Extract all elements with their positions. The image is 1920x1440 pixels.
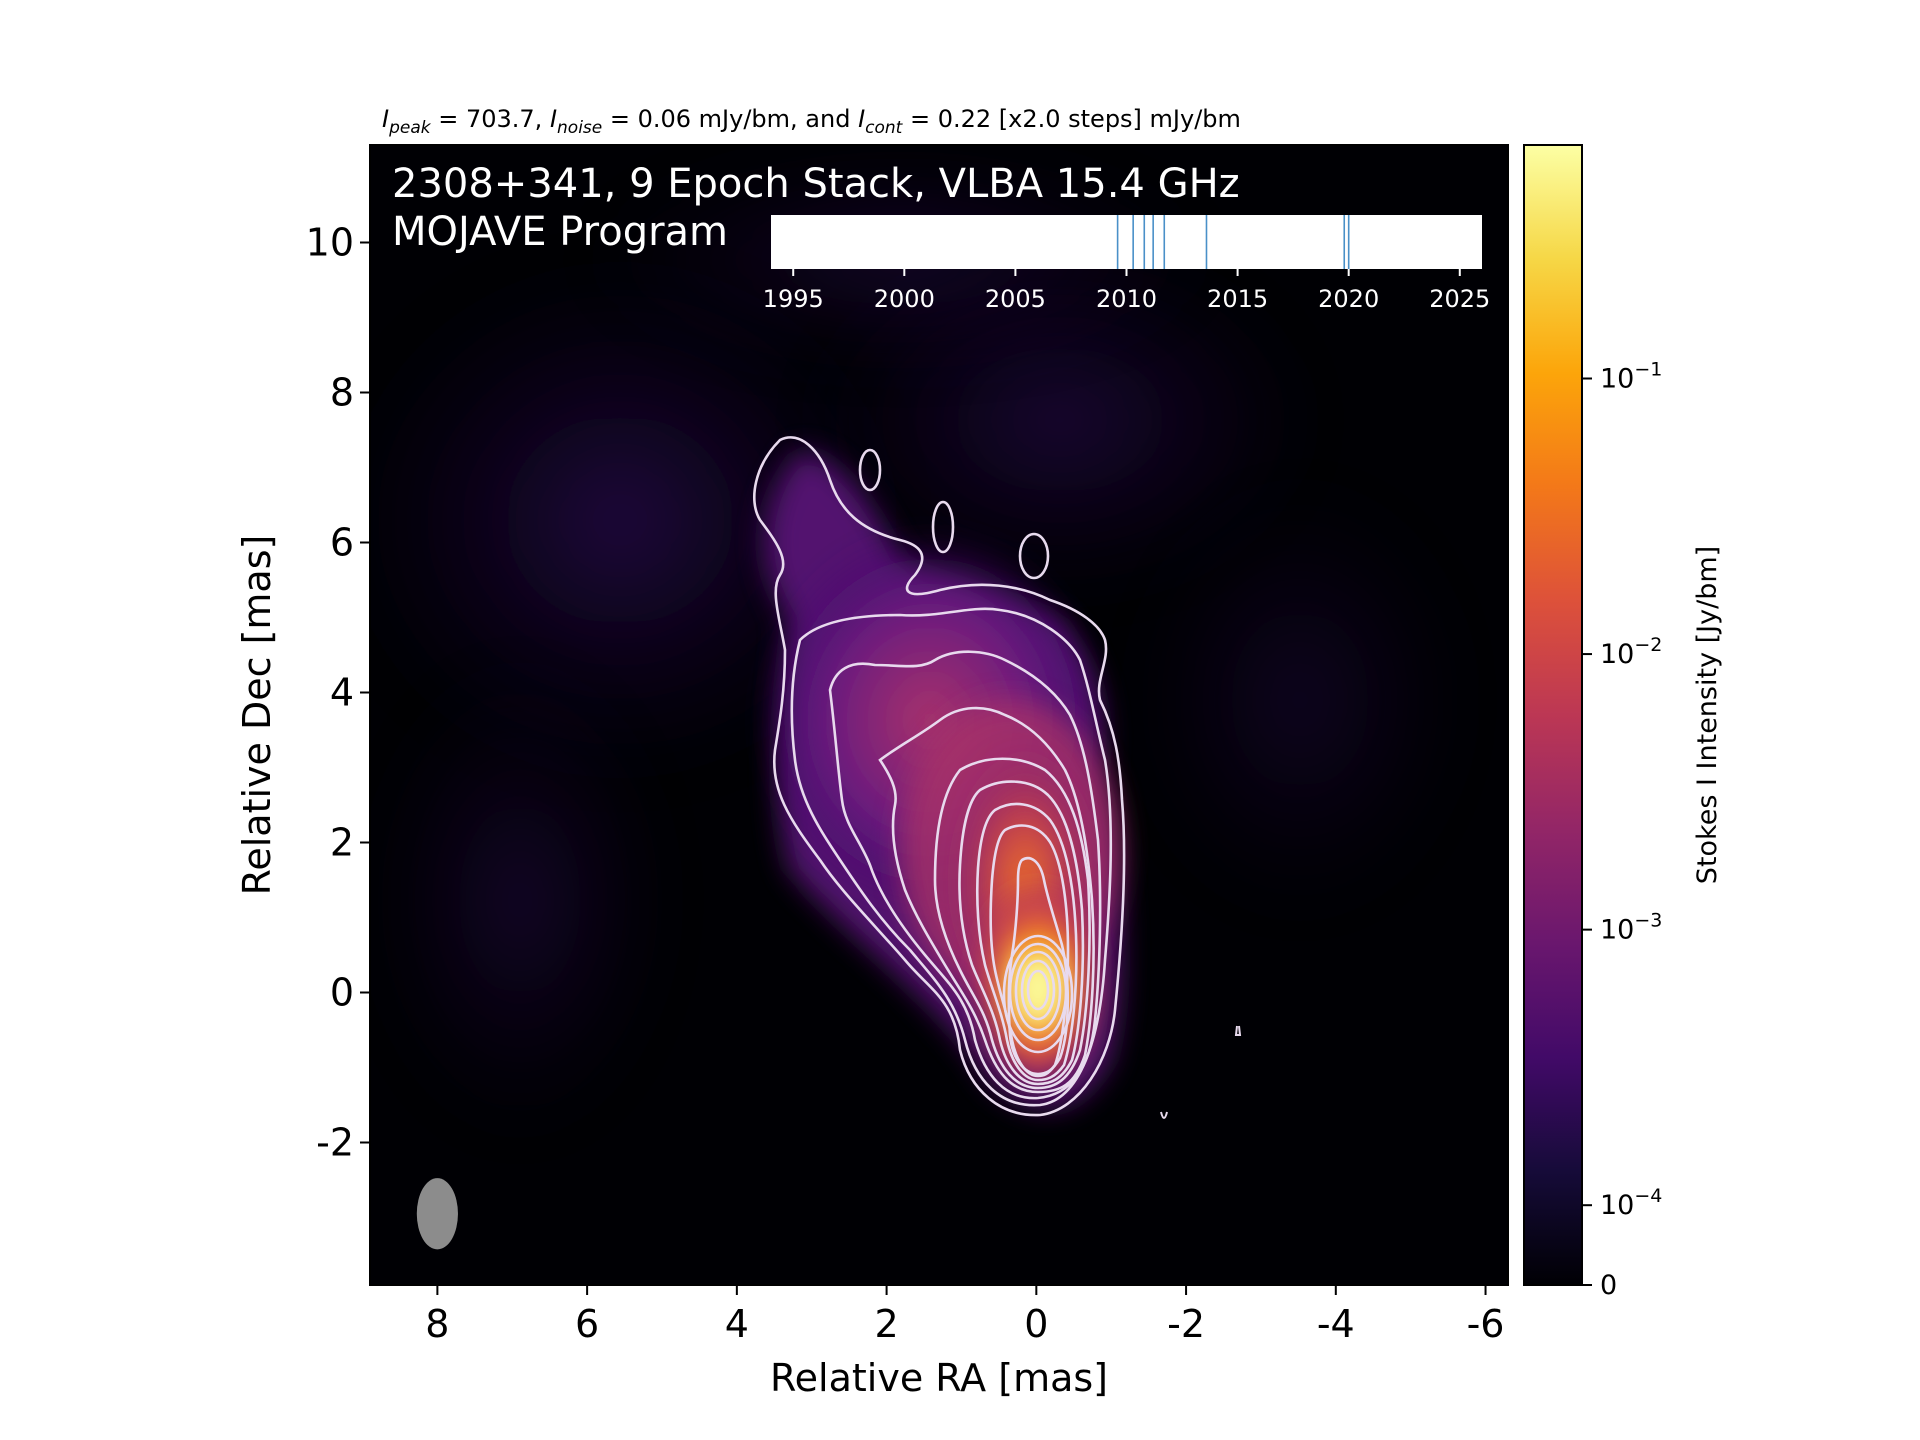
y-tick-label: 4	[330, 671, 354, 715]
beam-ellipse	[416, 1178, 458, 1250]
timeline-tick-label: 2000	[874, 285, 935, 313]
y-tick-label: 10	[306, 221, 354, 265]
y-tick-label: 8	[330, 371, 354, 415]
x-tick-label: 8	[425, 1302, 449, 1346]
x-axis: 8 6 4 2 0 -2 -4 -6	[425, 1285, 1504, 1346]
y-tick-label: 0	[330, 971, 354, 1015]
colorbar: 0 10−4 10−3 10−2 10−1 Stokes I Intensity [Jy…	[1523, 144, 1723, 1301]
y-axis-label: Relative Dec [mas]	[235, 535, 279, 896]
contour-level-8	[989, 824, 1070, 1078]
contour-level-7	[975, 802, 1078, 1082]
timeline-tick-label: 2020	[1318, 285, 1379, 313]
contour-island	[1018, 532, 1050, 580]
x-tick-label: -4	[1317, 1302, 1355, 1346]
image-axes: 2308+341, 9 Epoch Stack, VLBA 15.4 GHz M…	[369, 144, 1509, 1286]
timeline-tick-label: 1995	[763, 285, 824, 313]
contour-island	[931, 500, 955, 554]
contour-level-10	[1002, 934, 1074, 1054]
x-tick-label: -2	[1167, 1302, 1205, 1346]
contour-level-11	[1008, 942, 1068, 1042]
x-tick-label: 2	[874, 1302, 898, 1346]
chart-title: 2308+341, 9 Epoch Stack, VLBA 15.4 GHz	[392, 161, 1240, 207]
contour-level-1	[753, 436, 1126, 1117]
contour-level-14	[1026, 969, 1050, 1011]
epoch-timeline-box	[771, 215, 1482, 269]
contour-level-6	[958, 780, 1085, 1086]
contour-level-13	[1020, 959, 1056, 1021]
y-tick-label: 2	[330, 821, 354, 865]
contour-lines	[753, 436, 1242, 1119]
colorbar-gradient	[1523, 144, 1583, 1286]
timeline-tick-label: 2025	[1429, 285, 1490, 313]
chart-subtitle: MOJAVE Program	[392, 209, 728, 255]
contour-island	[1160, 1111, 1168, 1119]
timeline-tick-label: 2010	[1096, 285, 1157, 313]
y-tick-label: -2	[316, 1121, 354, 1165]
colorbar-label: Stokes I Intensity [Jy/bm]	[1692, 546, 1723, 884]
epoch-timeline: 1995 2000 2005 2010 2015 2020 2025	[763, 215, 1490, 313]
contour-island	[1234, 1025, 1242, 1036]
x-tick-label: 0	[1024, 1302, 1048, 1346]
colorbar-tick-label: 10−2	[1600, 634, 1662, 670]
timeline-tick-label: 2015	[1207, 285, 1268, 313]
contour-level-12	[1014, 950, 1062, 1032]
x-tick-label: -6	[1467, 1302, 1505, 1346]
axes-frame	[369, 144, 1509, 1286]
x-axis-label: Relative RA [mas]	[770, 1356, 1108, 1400]
contour-level-5	[933, 757, 1091, 1090]
contour-level-9	[1007, 856, 1070, 1076]
contour-level-4	[878, 706, 1095, 1094]
y-axis: -2 0 2 4 6 8 10	[306, 221, 370, 1165]
colorbar-tick-label: 10−4	[1600, 1185, 1662, 1221]
x-tick-label: 4	[725, 1302, 749, 1346]
contour-level-3	[828, 650, 1102, 1100]
y-tick-label: 6	[330, 521, 354, 565]
colorbar-tick-label: 0	[1600, 1270, 1617, 1301]
timeline-tick-label: 2005	[985, 285, 1046, 313]
header-info: Ipeak = 703.7, Inoise = 0.06 mJy/bm, and…	[382, 105, 1241, 138]
x-tick-label: 6	[575, 1302, 599, 1346]
colorbar-tick-label: 10−3	[1600, 910, 1662, 946]
contour-island	[858, 448, 882, 492]
colorbar-tick-label: 10−1	[1600, 359, 1662, 395]
